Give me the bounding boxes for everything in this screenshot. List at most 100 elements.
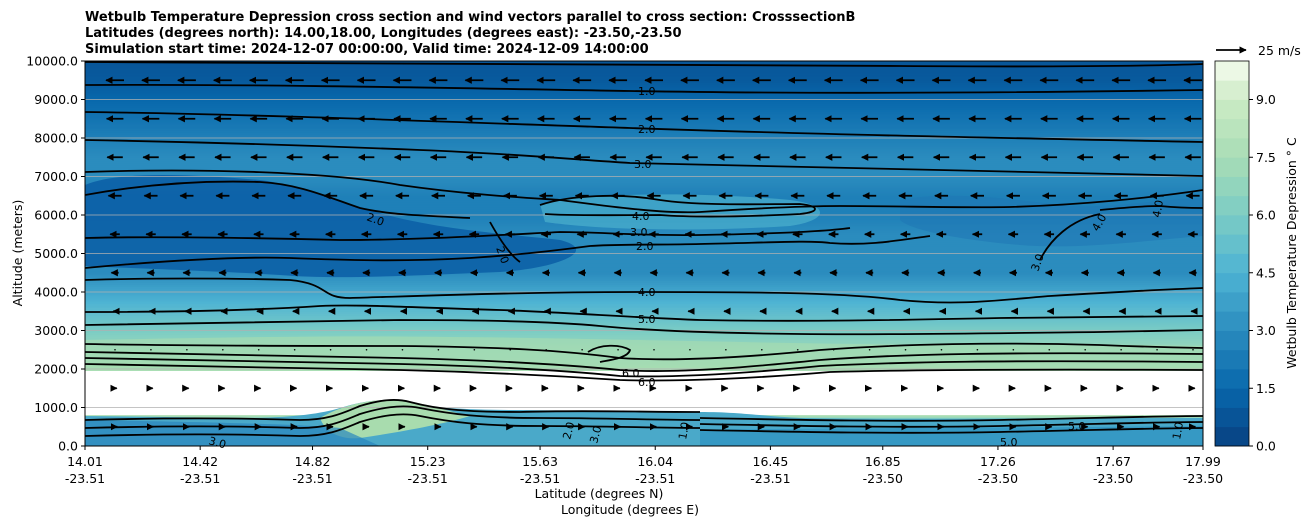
contour-line xyxy=(85,357,1203,378)
title-line-2: Latitudes (degrees north): 14.00,18.00, … xyxy=(85,26,682,41)
contour-band xyxy=(85,255,1203,258)
contour-line xyxy=(85,342,1203,361)
contour-band xyxy=(85,330,1203,334)
colorbar-segment xyxy=(1215,330,1249,351)
contour-line xyxy=(85,169,1203,214)
contour-band xyxy=(85,178,1203,181)
contour-band xyxy=(85,251,1203,255)
contour-band xyxy=(85,118,1203,122)
x-axis: 14.01 -23.51 14.42 -23.51 14.82 -23.51 15.23 -2… xyxy=(65,446,1223,486)
wind-vector xyxy=(1048,348,1051,351)
wind-vector xyxy=(976,348,979,351)
contour-band xyxy=(85,74,1203,77)
contour-band xyxy=(85,120,1203,124)
contour-band xyxy=(85,313,1203,316)
contour-line xyxy=(85,61,1203,68)
x-axis-label-lon: Longitude (degrees E) xyxy=(561,502,699,517)
contour-band xyxy=(85,266,1203,270)
contour-band xyxy=(85,163,1203,166)
wind-vector xyxy=(150,348,152,351)
contour-band xyxy=(85,234,1203,237)
contour-band xyxy=(85,155,1203,158)
x-tick-label-lon: -23.51 xyxy=(408,471,448,486)
contour-label: 3.0 xyxy=(634,158,652,171)
contour-band xyxy=(85,84,1203,87)
contour-band xyxy=(85,111,1203,114)
contour-band xyxy=(85,320,1203,324)
contour-line xyxy=(85,351,1203,372)
contour-label: 3.0 xyxy=(630,226,648,239)
wind-vector xyxy=(761,348,763,351)
contour-label: 2.0 xyxy=(638,123,656,136)
wind-vector xyxy=(545,348,547,351)
contour-band xyxy=(85,174,1203,178)
contour-band xyxy=(85,109,1203,112)
contour-band xyxy=(85,176,1203,180)
contour-band xyxy=(85,141,1203,145)
contour-band xyxy=(85,99,1203,103)
contour-band xyxy=(85,136,1203,139)
contour-band xyxy=(85,114,1203,118)
wind-vector xyxy=(1192,348,1194,351)
contour-band xyxy=(85,116,1203,120)
contour-line xyxy=(587,344,632,363)
contour-band xyxy=(85,286,1203,289)
contour-band xyxy=(85,240,1203,243)
y-tick-label: 1000.0 xyxy=(34,400,78,415)
contour-line xyxy=(85,405,701,429)
wind-vector xyxy=(868,348,871,351)
contour-label: 2.0 xyxy=(365,211,386,229)
wind-vector xyxy=(437,348,440,351)
colorbar: 0.0 1.5 3.0 4.5 6.0 7.5 9.0 xyxy=(1214,60,1276,454)
y-tick-label: 9000.0 xyxy=(34,92,78,107)
contour-band xyxy=(85,143,1203,147)
contour-band xyxy=(85,278,1203,282)
contour-band xyxy=(85,78,1203,81)
contour-band xyxy=(85,139,1203,143)
contour-line xyxy=(85,180,471,219)
contour-band xyxy=(85,238,1203,241)
contour-band xyxy=(85,259,1203,262)
surface-green-bulge xyxy=(320,399,470,439)
contour-line xyxy=(539,194,816,218)
contour-band xyxy=(85,322,1203,326)
contour-band xyxy=(85,112,1203,116)
x-tick-label-lat: 17.99 xyxy=(1185,454,1221,469)
colorbar-tick-label: 7.5 xyxy=(1256,150,1276,165)
wind-vector xyxy=(509,348,512,351)
x-tick-label-lat: 16.04 xyxy=(637,454,673,469)
contour-band xyxy=(85,230,1203,233)
colorbar-tick-label: 4.5 xyxy=(1256,265,1276,280)
contour-band xyxy=(85,101,1203,104)
contour-band xyxy=(85,138,1203,141)
contour-line xyxy=(699,427,1203,434)
contour-band xyxy=(85,82,1203,85)
wind-vector xyxy=(473,348,476,351)
colorbar-tick-label: 0.0 xyxy=(1256,439,1276,454)
wind-vector xyxy=(1156,348,1158,351)
contour-band xyxy=(85,166,1203,170)
colorbar-segment xyxy=(1215,195,1249,216)
contour-band xyxy=(85,76,1203,79)
colorbar-segment xyxy=(1215,292,1249,312)
quiver-key-label: 25 m/s xyxy=(1258,43,1301,58)
contour-band xyxy=(85,305,1203,308)
colorbar-segment xyxy=(1215,176,1249,197)
x-tick-label-lon: -23.51 xyxy=(635,471,675,486)
wind-vector xyxy=(796,348,799,351)
y-axis-label: Altitude (meters) xyxy=(10,200,25,307)
contour-label: 2.0 xyxy=(493,245,511,266)
colorbar-segment xyxy=(1215,349,1249,370)
x-tick-label-lon: -23.50 xyxy=(1183,471,1223,486)
contour-band xyxy=(85,326,1203,330)
contour-band xyxy=(85,334,1203,337)
contour-label: 2.0 xyxy=(636,240,654,253)
wind-vector xyxy=(293,348,296,351)
contour-band xyxy=(85,124,1203,128)
contour-band xyxy=(85,332,1203,335)
x-tick-label-lat: 16.85 xyxy=(865,454,901,469)
contour-band xyxy=(85,172,1203,176)
contour-band xyxy=(85,80,1203,83)
contour-band xyxy=(85,270,1203,274)
colorbar-segment xyxy=(1215,234,1249,254)
